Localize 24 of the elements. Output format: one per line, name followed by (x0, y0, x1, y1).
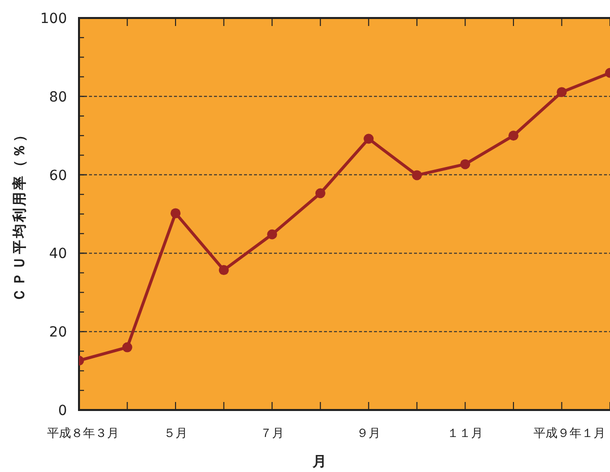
point (122, 342, 132, 352)
point (364, 134, 374, 144)
y-tick-label: 20 (49, 324, 67, 341)
point (508, 130, 518, 141)
point (170, 208, 181, 218)
x-axis-title: 月 (312, 454, 326, 470)
y-tick-label: 40 (49, 246, 67, 262)
point (412, 170, 422, 180)
point (556, 87, 567, 98)
point (218, 265, 229, 276)
y-tick-label: 100 (40, 11, 67, 27)
x-tick-label: ５月 (164, 426, 188, 440)
x-tick-label: 平成８年３月 (47, 426, 119, 440)
x-tick-label: 平成９年１月 (534, 426, 606, 440)
x-tick-label: ７月 (260, 426, 284, 440)
y-tick-label: 80 (49, 89, 67, 106)
point (460, 159, 470, 170)
point (267, 229, 278, 240)
y-axis-title: ＣＰＵ平均利用率（％） (11, 126, 28, 302)
point (315, 188, 326, 198)
y-tick-label: 60 (49, 168, 67, 184)
y-tick-label: 0 (58, 403, 67, 419)
x-tick-label: １１月 (447, 426, 484, 440)
x-tick-label: ９月 (356, 426, 381, 440)
